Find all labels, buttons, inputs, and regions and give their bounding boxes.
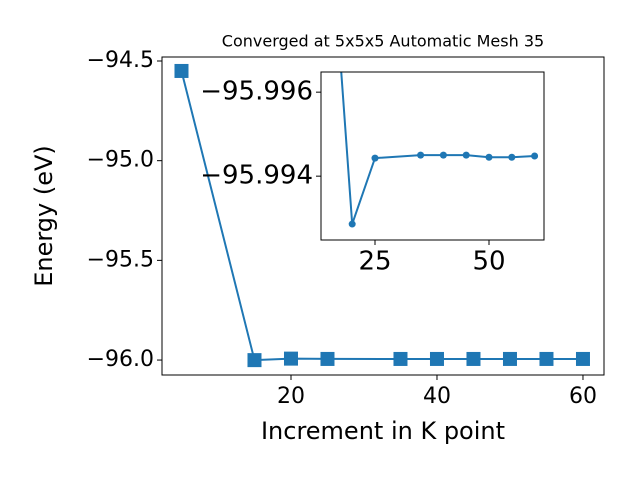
chart-title: Converged at 5x5x5 Automatic Mesh 35	[222, 32, 544, 51]
x-axis-label: Increment in K point	[261, 417, 505, 445]
y-tick-label: −95.5	[87, 247, 154, 272]
y-tick-label: −95.996	[200, 77, 313, 107]
marker	[320, 351, 335, 366]
x-tick-label: 60	[569, 384, 597, 409]
marker	[531, 152, 539, 160]
x-tick-label: 25	[358, 247, 391, 277]
marker	[575, 351, 590, 366]
marker	[508, 153, 516, 161]
marker	[439, 151, 447, 159]
plot-frame	[320, 71, 545, 241]
marker	[393, 351, 408, 366]
marker	[247, 353, 262, 368]
marker	[283, 351, 298, 366]
marker	[417, 151, 425, 159]
plot-frame	[161, 56, 605, 376]
marker	[466, 351, 481, 366]
x-tick-label: 40	[423, 384, 451, 409]
marker	[485, 153, 493, 161]
x-tick-label: 50	[472, 247, 505, 277]
plot-clip	[340, 72, 539, 228]
x-tick-label: 20	[277, 384, 305, 409]
y-tick-label: −95.994	[200, 161, 313, 191]
y-axis-label: Energy (eV)	[30, 145, 58, 287]
marker	[371, 154, 379, 162]
y-tick-label: −94.5	[87, 48, 154, 73]
marker	[429, 351, 444, 366]
marker	[462, 151, 470, 159]
marker	[348, 220, 356, 228]
y-tick-label: −95.0	[87, 148, 154, 173]
marker	[174, 63, 189, 78]
series-line	[180, 70, 583, 362]
marker	[539, 351, 554, 366]
y-tick-label: −96.0	[87, 347, 154, 372]
plot-clip	[174, 63, 590, 368]
marker	[502, 351, 517, 366]
